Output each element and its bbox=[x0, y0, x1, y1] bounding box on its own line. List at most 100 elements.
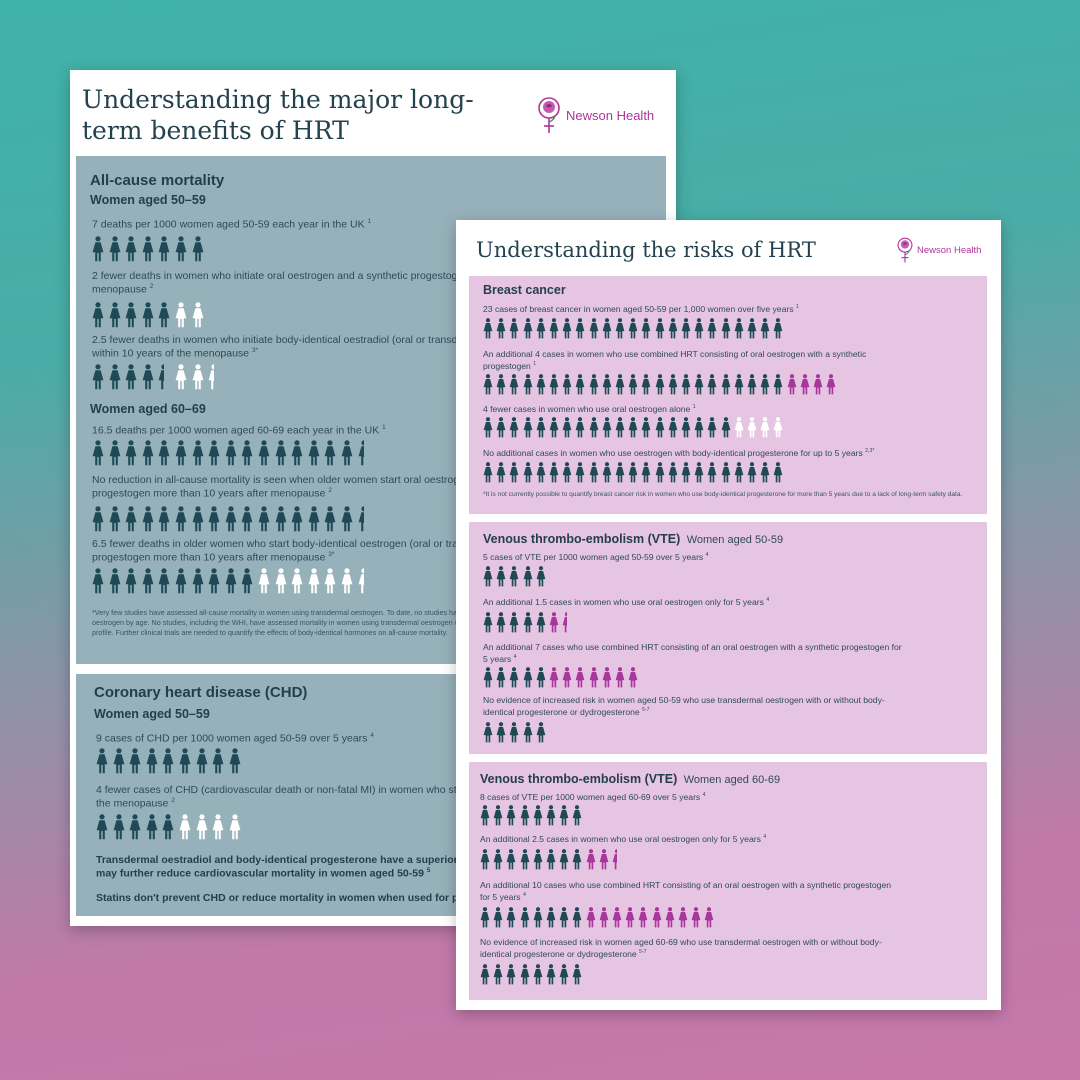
woman-figure-icon bbox=[196, 814, 207, 840]
woman-figure-icon bbox=[175, 236, 187, 262]
woman-figure-icon bbox=[96, 814, 108, 840]
breast-stat-4-fewer: 4 fewer cases in women who use oral oest… bbox=[483, 404, 696, 414]
woman-figure-icon bbox=[146, 748, 158, 774]
woman-figure-icon bbox=[208, 506, 220, 532]
woman-figure-icon bbox=[92, 302, 104, 328]
woman-figure-icon bbox=[589, 318, 598, 339]
woman-figure-icon bbox=[523, 318, 532, 339]
woman-figure-icon bbox=[258, 440, 270, 466]
woman-figure-icon bbox=[96, 748, 108, 774]
breast-stat-additional-4-cont: progestogen 1 bbox=[483, 361, 537, 371]
woman-figure-icon bbox=[589, 667, 598, 688]
woman-figure-icon bbox=[642, 374, 651, 395]
woman-figure-icon bbox=[125, 506, 137, 532]
mortality-subheading-50-59: Women aged 50–59 bbox=[90, 193, 206, 207]
woman-figure-icon bbox=[615, 374, 625, 395]
woman-figure-icon bbox=[668, 417, 678, 438]
woman-figure-icon bbox=[341, 440, 353, 466]
breast-stat-no-additional: No additional cases in women who use oes… bbox=[483, 448, 875, 458]
woman-figure-icon bbox=[483, 566, 493, 587]
woman-figure-icon bbox=[705, 907, 714, 928]
woman-figure-icon bbox=[576, 462, 585, 483]
woman-figure-icon bbox=[129, 814, 141, 840]
mortality-stat-6-5-fewer-cont: progestogen more than 10 years after men… bbox=[92, 551, 335, 564]
woman-figure-icon bbox=[520, 964, 529, 985]
woman-figure-icon bbox=[496, 566, 506, 587]
woman-figure-icon bbox=[576, 374, 585, 395]
woman-figure-icon bbox=[536, 722, 546, 743]
woman-figure-icon bbox=[142, 302, 154, 328]
vte-60-69-panel: Venous thrombo-embolism (VTE) Women aged… bbox=[469, 762, 987, 1000]
woman-figure-icon bbox=[523, 374, 532, 395]
woman-figure-icon bbox=[175, 440, 187, 466]
woman-figure-icon bbox=[142, 440, 154, 466]
mortality-stat-7-deaths: 7 deaths per 1000 women aged 50-59 each … bbox=[92, 218, 372, 231]
woman-figure-icon bbox=[125, 364, 137, 390]
woman-figure-icon bbox=[760, 462, 770, 483]
woman-figure-icon bbox=[324, 506, 336, 532]
woman-figure-icon bbox=[549, 462, 559, 483]
vte6-stat-8-cases: 8 cases of VTE per 1000 women aged 60-69… bbox=[480, 792, 706, 802]
woman-figure-icon bbox=[291, 568, 303, 594]
woman-figure-icon bbox=[92, 568, 104, 594]
woman-figure-icon bbox=[109, 364, 120, 390]
woman-figure-icon bbox=[507, 964, 516, 985]
woman-figure-icon bbox=[800, 374, 810, 395]
woman-figure-icon bbox=[681, 462, 691, 483]
woman-figure-icon bbox=[158, 364, 165, 390]
woman-figure-icon bbox=[747, 462, 757, 483]
woman-figure-icon bbox=[480, 849, 490, 870]
woman-figure-icon bbox=[589, 417, 598, 438]
woman-figure-icon bbox=[510, 722, 519, 743]
woman-figure-icon bbox=[774, 417, 783, 438]
woman-figure-icon bbox=[628, 374, 638, 395]
woman-figure-icon bbox=[562, 417, 572, 438]
woman-figure-icon bbox=[615, 667, 625, 688]
woman-figure-icon bbox=[760, 318, 770, 339]
woman-figure-icon bbox=[229, 814, 241, 840]
breast-stat-additional-4: An additional 4 cases in women who use c… bbox=[483, 349, 867, 359]
vte-60-69-heading: Venous thrombo-embolism (VTE) Women aged… bbox=[480, 772, 781, 786]
woman-figure-icon bbox=[480, 964, 490, 985]
woman-figure-icon bbox=[291, 440, 303, 466]
woman-figure-icon bbox=[483, 612, 493, 633]
breast-cancer-panel: Breast cancer 23 cases of breast cancer … bbox=[469, 276, 987, 514]
woman-figure-icon bbox=[175, 506, 187, 532]
woman-figure-icon bbox=[747, 318, 757, 339]
woman-figure-icon bbox=[480, 805, 490, 826]
woman-figure-icon bbox=[734, 318, 744, 339]
breast-footnote: *It is not currently possible to quantif… bbox=[483, 491, 963, 498]
woman-figure-icon bbox=[559, 805, 569, 826]
woman-figure-icon bbox=[341, 506, 353, 532]
breast-stat-23-cases: 23 cases of breast cancer in women aged … bbox=[483, 304, 799, 314]
woman-figure-icon bbox=[520, 849, 529, 870]
woman-figure-icon bbox=[324, 440, 336, 466]
woman-figure-icon bbox=[708, 318, 717, 339]
woman-figure-icon bbox=[109, 506, 120, 532]
woman-figure-icon bbox=[694, 318, 704, 339]
woman-figure-icon bbox=[602, 462, 612, 483]
mortality-stat-2-5-fewer-cont: within 10 years of the menopause 3* bbox=[92, 347, 258, 360]
woman-figure-icon bbox=[324, 568, 336, 594]
woman-figure-icon bbox=[507, 907, 516, 928]
woman-figure-icon bbox=[826, 374, 836, 395]
woman-figure-icon bbox=[523, 667, 532, 688]
woman-figure-icon bbox=[760, 374, 770, 395]
woman-figure-icon bbox=[681, 318, 691, 339]
woman-figure-icon bbox=[510, 374, 519, 395]
woman-figure-icon bbox=[496, 722, 506, 743]
woman-figure-icon bbox=[109, 236, 120, 262]
chd-transdermal-note-cont: may further reduce cardiovascular mortal… bbox=[96, 867, 431, 880]
woman-figure-icon bbox=[615, 417, 625, 438]
woman-figure-icon bbox=[175, 364, 187, 390]
woman-figure-icon bbox=[496, 374, 506, 395]
woman-figure-icon bbox=[358, 568, 364, 594]
woman-figure-icon bbox=[196, 748, 207, 774]
woman-figure-icon bbox=[275, 506, 286, 532]
vte6-stat-no-evidence: No evidence of increased risk in women a… bbox=[480, 937, 882, 947]
woman-figure-icon bbox=[229, 748, 241, 774]
chd-stat-4-fewer-cont: the menopause 2 bbox=[96, 797, 175, 810]
woman-figure-icon bbox=[691, 907, 701, 928]
woman-figure-icon bbox=[559, 849, 569, 870]
woman-figure-icon bbox=[562, 667, 572, 688]
